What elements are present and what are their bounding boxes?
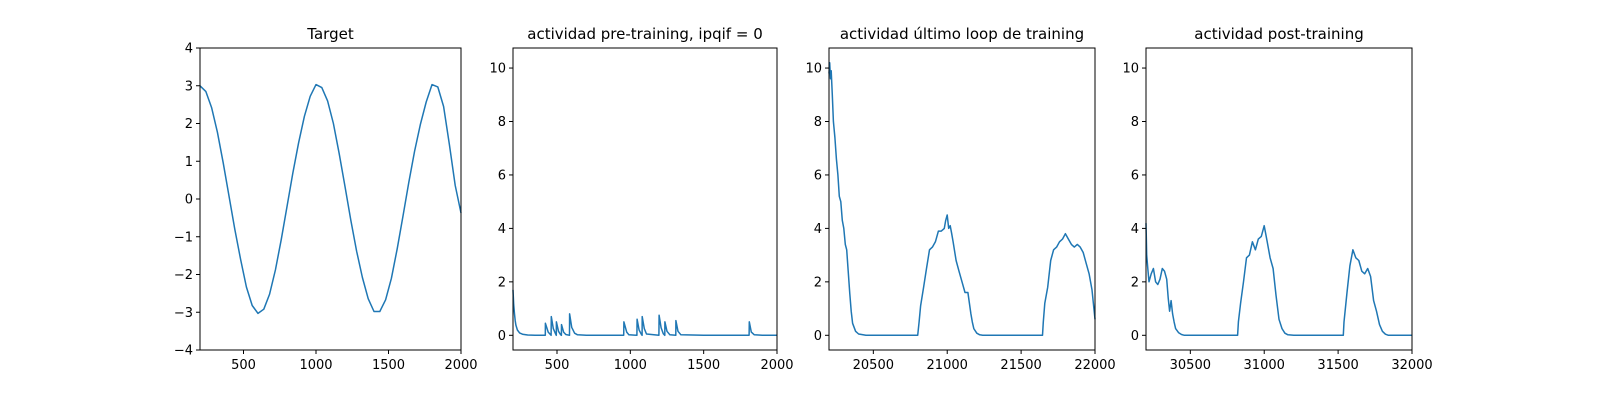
y-tick-label: 4 [185,42,193,57]
subplot-title: actividad post-training [1194,25,1363,43]
y-tick-label: 0 [498,329,506,344]
x-tick-label: 31000 [1244,358,1285,373]
x-tick-label: 1500 [372,358,405,373]
y-tick-label: 0 [1131,329,1139,344]
y-tick-label: 4 [498,222,506,237]
x-tick-label: 1000 [299,358,332,373]
series-line-1 [512,289,777,337]
y-tick-label: 8 [1131,115,1139,130]
subplot-title: Target [306,25,354,43]
series-line-1 [828,61,1096,337]
subplot-1: 500 1000 1500 2000 −4 −3 −2 −1 0 1 2 3 4 Target [174,25,478,373]
y-tick-label: 4 [1131,222,1139,237]
x-tick-label: 30500 [1170,358,1211,373]
y-tick-label: 2 [498,275,506,290]
y-tick-label: 2 [185,117,193,132]
y-tick-label: 3 [185,79,193,94]
x-tick-label: 31500 [1317,358,1358,373]
y-tick-label: −3 [174,306,193,321]
y-tick-label: 0 [814,329,822,344]
axes-frame [512,47,778,351]
x-tick-label: 21000 [927,358,968,373]
y-tick-label: 2 [814,275,822,290]
subplot-3: 20500 21000 21500 22000 0 2 4 6 8 10 actividad últ… [805,25,1115,373]
x-tick-label: 2000 [760,358,793,373]
x-tick-label: 500 [545,358,570,373]
y-tick-label: 2 [1131,275,1139,290]
y-tick-label: 10 [1122,62,1139,77]
y-tick-label: 6 [498,168,506,183]
axes-frame [828,47,1096,351]
axes-frame [1145,47,1413,351]
x-tick-label: 2000 [444,358,477,373]
series-line-1 [199,83,462,315]
y-tick-label: 8 [814,115,822,130]
y-tick-label: 8 [498,115,506,130]
series-line-1 [1145,223,1412,337]
y-tick-label: 6 [814,168,822,183]
x-tick-label: 1000 [614,358,647,373]
y-tick-label: 0 [185,193,193,208]
subplot-title: actividad último loop de training [840,25,1084,43]
y-tick-label: 6 [1131,168,1139,183]
subplot-2: 500 1000 1500 2000 0 2 4 6 8 10 actividad pre-trai… [489,25,793,373]
x-tick-label: 1500 [687,358,720,373]
subplot-title: actividad pre-training, ipqif = 0 [527,25,763,43]
y-tick-label: −4 [174,344,193,359]
y-tick-label: 10 [805,62,822,77]
x-tick-label: 21500 [1000,358,1041,373]
y-tick-label: −1 [174,230,193,245]
subplot-4: 30500 31000 31500 32000 0 2 4 6 8 10 actividad pos… [1122,25,1432,373]
y-tick-label: 4 [814,222,822,237]
y-tick-label: 1 [185,155,193,170]
x-tick-label: 500 [231,358,256,373]
y-tick-label: −2 [174,268,193,283]
x-tick-label: 22000 [1074,358,1115,373]
axes-frame [199,47,462,351]
x-tick-label: 20500 [853,358,894,373]
y-tick-label: 10 [489,62,506,77]
x-tick-label: 32000 [1391,358,1432,373]
